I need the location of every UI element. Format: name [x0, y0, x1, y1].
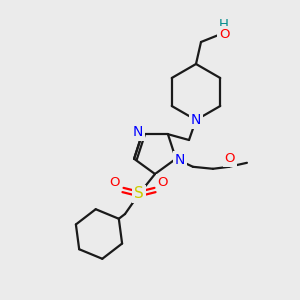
Text: O: O [158, 176, 168, 188]
Text: N: N [191, 113, 201, 127]
Text: S: S [134, 187, 144, 202]
Text: O: O [110, 176, 120, 188]
Text: H: H [219, 17, 229, 31]
Text: O: O [225, 152, 235, 165]
Text: N: N [133, 125, 143, 139]
Text: N: N [175, 153, 185, 167]
Text: O: O [219, 28, 229, 40]
